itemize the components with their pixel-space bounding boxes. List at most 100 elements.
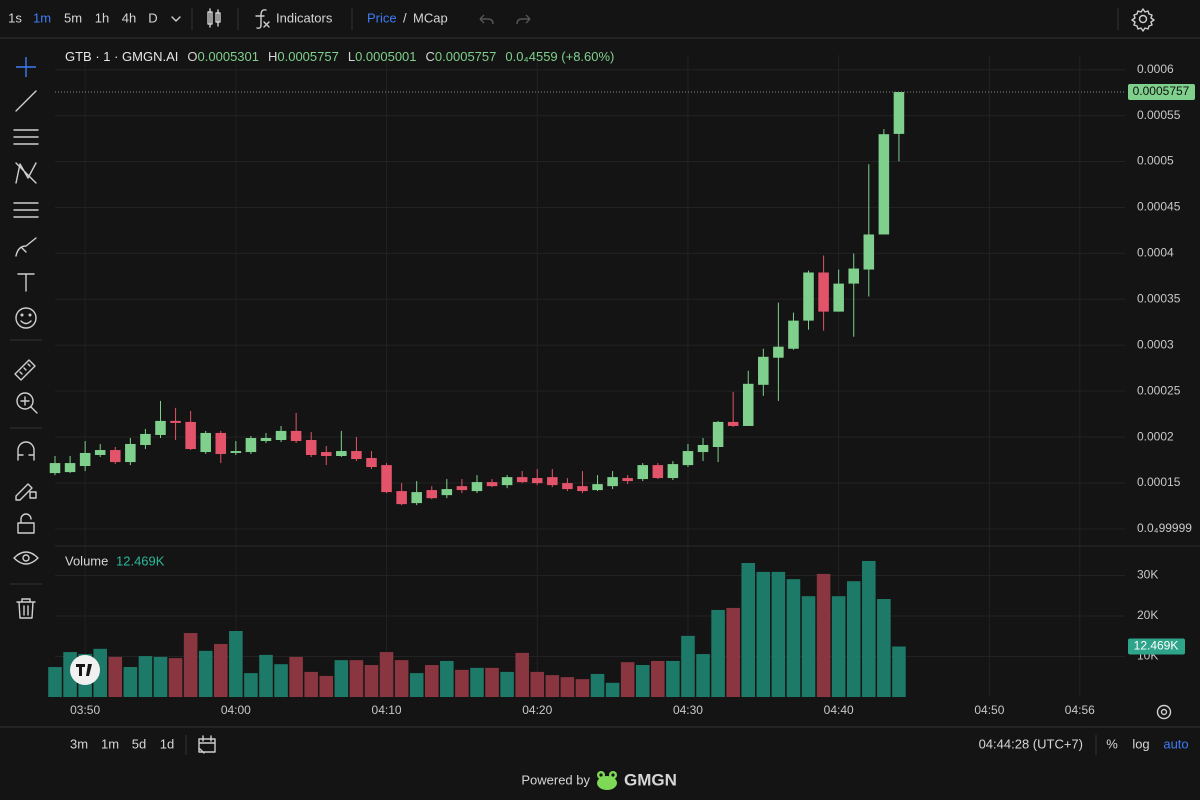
ohlc-prefix: O [187,49,197,64]
ohlc-prefix: L [348,49,355,64]
pattern-tool[interactable] [15,162,37,184]
powered-by: Powered by [521,772,590,787]
candle-body [366,458,377,468]
settings-icon[interactable] [1131,8,1155,32]
text-tool[interactable] [17,273,35,292]
redo-icon[interactable] [516,14,531,25]
range-button[interactable]: 3m [70,736,88,751]
range-button[interactable]: 1m [101,736,119,751]
candle-body [411,492,422,504]
ohlc-prefix: C [426,49,435,64]
zoom-tool[interactable] [16,392,38,414]
trend-line-tool[interactable] [15,90,37,112]
top-toolbar: 1s 1m 5m 1h 4h D Indicators Price / MCap [0,8,1200,39]
volume-bar [545,675,560,697]
interval-menu[interactable] [171,16,181,22]
lock-drawing-tool[interactable] [15,483,37,501]
magnet-tool[interactable] [17,441,35,461]
mcap-toggle[interactable]: MCap [413,10,448,25]
interval[interactable]: 1h [95,10,109,25]
candle-body [275,430,287,441]
volume-bar [666,660,680,697]
candle-body [426,490,438,499]
candle-body [667,464,679,479]
y-tick-label: 0.0005 [1137,154,1174,168]
log-toggle[interactable]: log [1132,736,1149,751]
volume-bar [168,658,183,697]
volume-bar [440,660,454,697]
symbol: GTB · 1 · GMGN.AI [65,49,178,64]
indicators-icon[interactable] [255,9,270,29]
delete-tool[interactable] [16,598,36,619]
chart-type-icon[interactable] [207,8,221,28]
candle-body [290,430,302,442]
volume-bar [651,660,665,697]
candle-body [260,437,272,442]
crosshair-tool[interactable] [16,57,36,77]
candle-body [471,482,483,492]
percent-toggle[interactable]: % [1106,736,1118,751]
volume-legend-value: 12.469K [116,553,165,568]
volume-bar [244,673,258,697]
lock-tool[interactable] [17,513,35,534]
y2-tick-label: 20K [1137,608,1158,622]
visibility-tool[interactable] [13,551,39,565]
candle-body [742,383,754,426]
interval[interactable]: 5m [64,10,82,25]
volume-bar [620,662,635,697]
candle-body [185,421,196,450]
date-range-icon[interactable] [198,735,216,754]
candle-body [863,234,875,270]
plot-area: 03:50 04:00 04:10 04:20 04:30 04:40 04:50 04:56… [48,55,1192,717]
volume-bar [485,667,499,697]
candle-body [245,437,257,453]
last-price-badge [1128,84,1195,101]
axis-settings-icon[interactable] [1156,704,1172,720]
left-toolbar [10,57,42,619]
candle-body [652,465,664,479]
ohlc-value: 0.0005757 [277,49,338,64]
auto-toggle[interactable]: auto [1163,736,1188,751]
last-price-label: 0.0005757 [1133,84,1190,98]
volume-bar [846,581,861,697]
volume-bar [801,596,816,697]
candle-body [562,483,573,490]
fib-tool[interactable] [13,129,39,145]
interval[interactable]: 1s [8,10,22,25]
volume-bar [877,599,891,697]
x-tick-label: 04:10 [372,703,402,717]
interval[interactable]: D [148,10,157,25]
ruler-tool[interactable] [14,359,36,381]
indicators-button[interactable]: Indicators [276,10,333,25]
footer: Powered by GMGN [521,770,677,790]
undo-icon[interactable] [479,14,494,25]
volume-bar [831,596,846,697]
x-tick-label: 03:50 [70,703,100,717]
range-button[interactable]: 5d [132,736,146,751]
range-button[interactable]: 1d [160,736,174,751]
price-change: 0.0₄4559 (+8.60%) [505,49,614,64]
volume-bar [862,560,876,697]
interval[interactable]: 4h [122,10,136,25]
price-toggle[interactable]: Price [367,10,397,25]
prediction-tool[interactable] [13,202,39,218]
volume-bar [515,652,529,697]
candle-body [788,320,799,349]
candle-body [547,477,558,486]
volume-bar [364,665,379,697]
x-tick-label: 04:00 [221,703,251,717]
candle-body [215,432,227,454]
x-tick-label: 04:56 [1065,703,1095,717]
candle-body [637,465,649,480]
candle-body [622,478,633,482]
interval[interactable]: 1m [33,10,51,25]
emoji-tool[interactable] [15,307,37,329]
volume-bar [334,660,349,697]
candle-body [170,420,181,423]
candle-body [441,489,453,496]
volume-bar [711,609,725,697]
candle-body [351,451,362,460]
candle-body [125,443,136,463]
brush-tool[interactable] [15,237,37,257]
